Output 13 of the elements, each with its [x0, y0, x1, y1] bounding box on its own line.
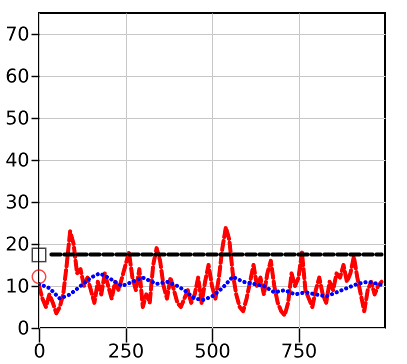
x-tick-label: 750	[280, 340, 318, 362]
y-tick-label: 40	[5, 150, 30, 172]
y-tick-label: 20	[5, 234, 30, 256]
y-tick-label: 0	[17, 318, 30, 340]
y-tick-label: 30	[5, 192, 30, 214]
x-tick-label: 0	[33, 340, 46, 362]
line-series	[39, 271, 385, 302]
y-tick-label: 10	[5, 276, 30, 298]
y-tick-label: 50	[5, 108, 30, 130]
y-tick-label: 60	[5, 66, 30, 88]
x-tick-label: 500	[194, 340, 231, 362]
y-tick-label: 70	[5, 24, 30, 46]
x-tick-label: 250	[108, 340, 144, 362]
